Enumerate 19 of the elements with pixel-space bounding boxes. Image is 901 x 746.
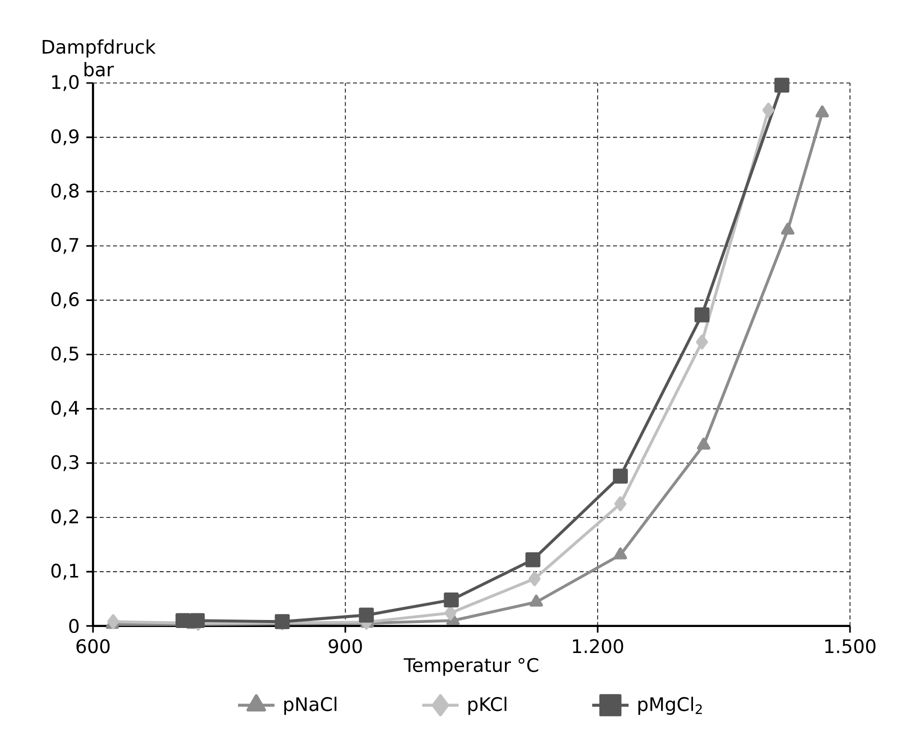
y-tick-label: 0,1 [51, 564, 78, 580]
y-tick-label: 0,3 [51, 455, 78, 472]
x-axis-title: Temperatur °C [404, 658, 538, 676]
y-tick-label: 0,7 [51, 238, 78, 254]
y-tick-label: 0,5 [51, 346, 78, 363]
x-tick-label: 600 [76, 639, 110, 654]
legend-label: pNaCl [284, 696, 336, 715]
y-tick-label: 1,0 [52, 74, 79, 92]
y-tick-label: 0,6 [51, 292, 79, 308]
y-tick-label: 0,2 [51, 509, 78, 526]
x-tick-label: 1.200 [572, 639, 624, 654]
legend-label: pKCl [468, 696, 506, 715]
y-tick-label: 0,8 [51, 184, 79, 200]
x-tick-label: 1.500 [825, 639, 876, 654]
x-tick-label: 900 [328, 639, 362, 654]
y-tick-label: 0 [69, 618, 79, 634]
legend-label: pMgCl$_{2}$ [638, 696, 702, 715]
y-tick-label: 0,9 [51, 129, 79, 146]
y-tick-label: 0,4 [51, 400, 79, 417]
